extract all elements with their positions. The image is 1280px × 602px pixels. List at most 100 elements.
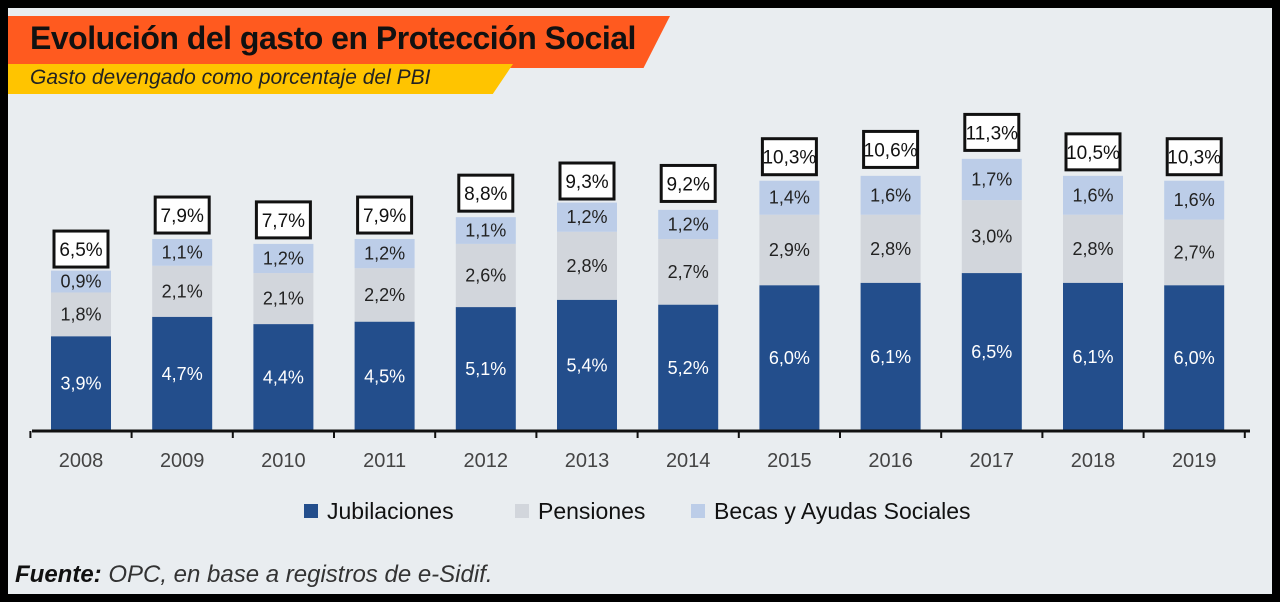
data-label-jubilaciones-2011: 4,5% <box>364 366 405 386</box>
total-box-2017 <box>963 112 1021 152</box>
tick-label-2019: 2019 <box>1172 450 1217 472</box>
data-label-jubilaciones-2016: 6,1% <box>870 347 911 367</box>
total-label-2009: 7,9% <box>161 206 204 227</box>
stacked-bar-chart: 3,9% 1,8% 0,9% 6,5% 4,7% 2,1% 1,1% 7,9% 4,4% 2,1%… <box>29 112 1250 524</box>
bar-jubilaciones-2009 <box>152 316 213 431</box>
total-label-2018: 10,5% <box>1066 143 1120 164</box>
data-label-jubilaciones-2008: 3,9% <box>60 374 101 394</box>
data-label-pensiones-2018: 2,8% <box>1072 239 1113 259</box>
total-label-2011: 7,9% <box>363 206 406 227</box>
legend-label-becas: Becas y Ayudas Sociales <box>714 498 971 524</box>
bar-jubilaciones-2011 <box>354 321 415 431</box>
bar-jubilaciones-2012 <box>455 307 516 431</box>
data-label-jubilaciones-2017: 6,5% <box>971 342 1012 362</box>
bar-pensiones-2008 <box>51 292 111 337</box>
bar-becas-2011 <box>354 239 415 269</box>
bar-becas-2015 <box>759 180 820 215</box>
total-box-2014 <box>659 163 717 203</box>
bar-becas-2014 <box>658 209 719 240</box>
total-box-2019 <box>1165 137 1223 177</box>
data-label-jubilaciones-2013: 5,4% <box>566 355 607 375</box>
legend-swatch-becas <box>691 504 705 518</box>
bar-becas-2009 <box>152 239 213 266</box>
bar-jubilaciones-2017 <box>961 273 1022 431</box>
bar-jubilaciones-2008 <box>51 336 111 431</box>
data-label-pensiones-2016: 2,8% <box>870 239 911 259</box>
data-label-pensiones-2017: 3,0% <box>971 227 1012 247</box>
source-label: Fuente: <box>15 561 102 588</box>
legend-label-jubilaciones: Jubilaciones <box>327 498 454 524</box>
data-label-becas-2017: 1,7% <box>971 169 1012 189</box>
data-label-pensiones-2013: 2,8% <box>566 256 607 276</box>
tick-label-2011: 2011 <box>363 450 406 472</box>
data-label-becas-2011: 1,2% <box>364 244 405 264</box>
total-box-2016 <box>862 129 920 169</box>
legend-label-pensiones: Pensiones <box>538 498 645 524</box>
total-box-2012 <box>457 173 515 213</box>
tick-label-2012: 2012 <box>464 450 509 472</box>
bar-pensiones-2012 <box>455 243 516 308</box>
bar-becas-2016 <box>860 175 921 215</box>
total-label-2015: 10,3% <box>762 148 816 169</box>
tick-label-2010: 2010 <box>261 450 306 472</box>
bar-pensiones-2014 <box>658 239 719 305</box>
data-label-becas-2013: 1,2% <box>566 207 607 227</box>
data-label-jubilaciones-2014: 5,2% <box>668 358 709 378</box>
tick-label-2009: 2009 <box>160 450 205 472</box>
total-box-2009 <box>153 195 211 235</box>
bar-jubilaciones-2014 <box>658 304 719 431</box>
chart-title: Evolución del gasto en Protección Social <box>30 20 636 56</box>
total-box-2015 <box>760 137 818 177</box>
bar-pensiones-2009 <box>152 265 213 317</box>
bar-pensiones-2010 <box>253 273 314 325</box>
legend-swatch-pensiones <box>515 504 529 518</box>
bar-jubilaciones-2013 <box>557 299 617 431</box>
source-note: Fuente: OPC, en base a registros de e-Si… <box>15 561 493 589</box>
data-label-jubilaciones-2010: 4,4% <box>263 368 304 388</box>
tick-label-2008: 2008 <box>59 450 104 472</box>
tick-label-2014: 2014 <box>666 450 711 472</box>
data-label-pensiones-2019: 2,7% <box>1174 242 1215 262</box>
total-box-2010 <box>254 200 312 240</box>
bar-jubilaciones-2019 <box>1164 285 1225 431</box>
total-box-2008 <box>52 229 110 269</box>
bar-jubilaciones-2018 <box>1063 282 1123 431</box>
data-label-becas-2018: 1,6% <box>1072 185 1113 205</box>
total-label-2019: 10,3% <box>1167 148 1221 169</box>
data-label-pensiones-2008: 1,8% <box>60 304 101 324</box>
bar-becas-2013 <box>557 202 617 232</box>
total-label-2010: 7,7% <box>262 211 305 232</box>
title-banner <box>8 16 670 68</box>
data-label-becas-2009: 1,1% <box>162 242 203 262</box>
bar-becas-2010 <box>253 243 314 274</box>
data-label-jubilaciones-2015: 6,0% <box>769 348 810 368</box>
data-label-pensiones-2011: 2,2% <box>364 285 405 305</box>
data-label-jubilaciones-2009: 4,7% <box>162 364 203 384</box>
bars-layer: 3,9% 1,8% 0,9% 6,5% 4,7% 2,1% 1,1% 7,9% 4,4% 2,1%… <box>51 112 1225 431</box>
data-label-becas-2019: 1,6% <box>1174 190 1215 210</box>
bar-becas-2017 <box>961 158 1022 201</box>
bar-pensiones-2013 <box>557 231 617 300</box>
x-axis: 2008 2009 2010 2011 2012 2013 2014 2015 2016 2017… <box>29 429 1250 472</box>
data-label-pensiones-2012: 2,6% <box>465 265 506 285</box>
total-label-2013: 9,3% <box>565 172 608 193</box>
total-label-2008: 6,5% <box>59 240 102 261</box>
tick-label-2013: 2013 <box>565 450 610 472</box>
tick-label-2018: 2018 <box>1071 450 1116 472</box>
data-label-jubilaciones-2012: 5,1% <box>465 359 506 379</box>
data-label-jubilaciones-2019: 6,0% <box>1174 348 1215 368</box>
tick-label-2015: 2015 <box>767 450 812 472</box>
data-label-pensiones-2015: 2,9% <box>769 240 810 260</box>
data-label-becas-2015: 1,4% <box>769 188 810 208</box>
chart-frame: Evolución del gasto en Protección Social… <box>8 8 1272 594</box>
tick-label-2016: 2016 <box>868 450 913 472</box>
bar-pensiones-2019 <box>1164 219 1225 286</box>
tick-label-2017: 2017 <box>970 450 1015 472</box>
data-label-becas-2010: 1,2% <box>263 248 304 268</box>
legend: Jubilaciones Pensiones Becas y Ayudas Soci… <box>304 498 971 524</box>
total-label-2012: 8,8% <box>464 184 507 205</box>
chart-subtitle: Gasto devengado como porcentaje del PBI <box>30 66 431 89</box>
data-label-becas-2012: 1,1% <box>465 221 506 241</box>
bar-becas-2012 <box>455 217 516 244</box>
bar-becas-2018 <box>1063 175 1123 215</box>
